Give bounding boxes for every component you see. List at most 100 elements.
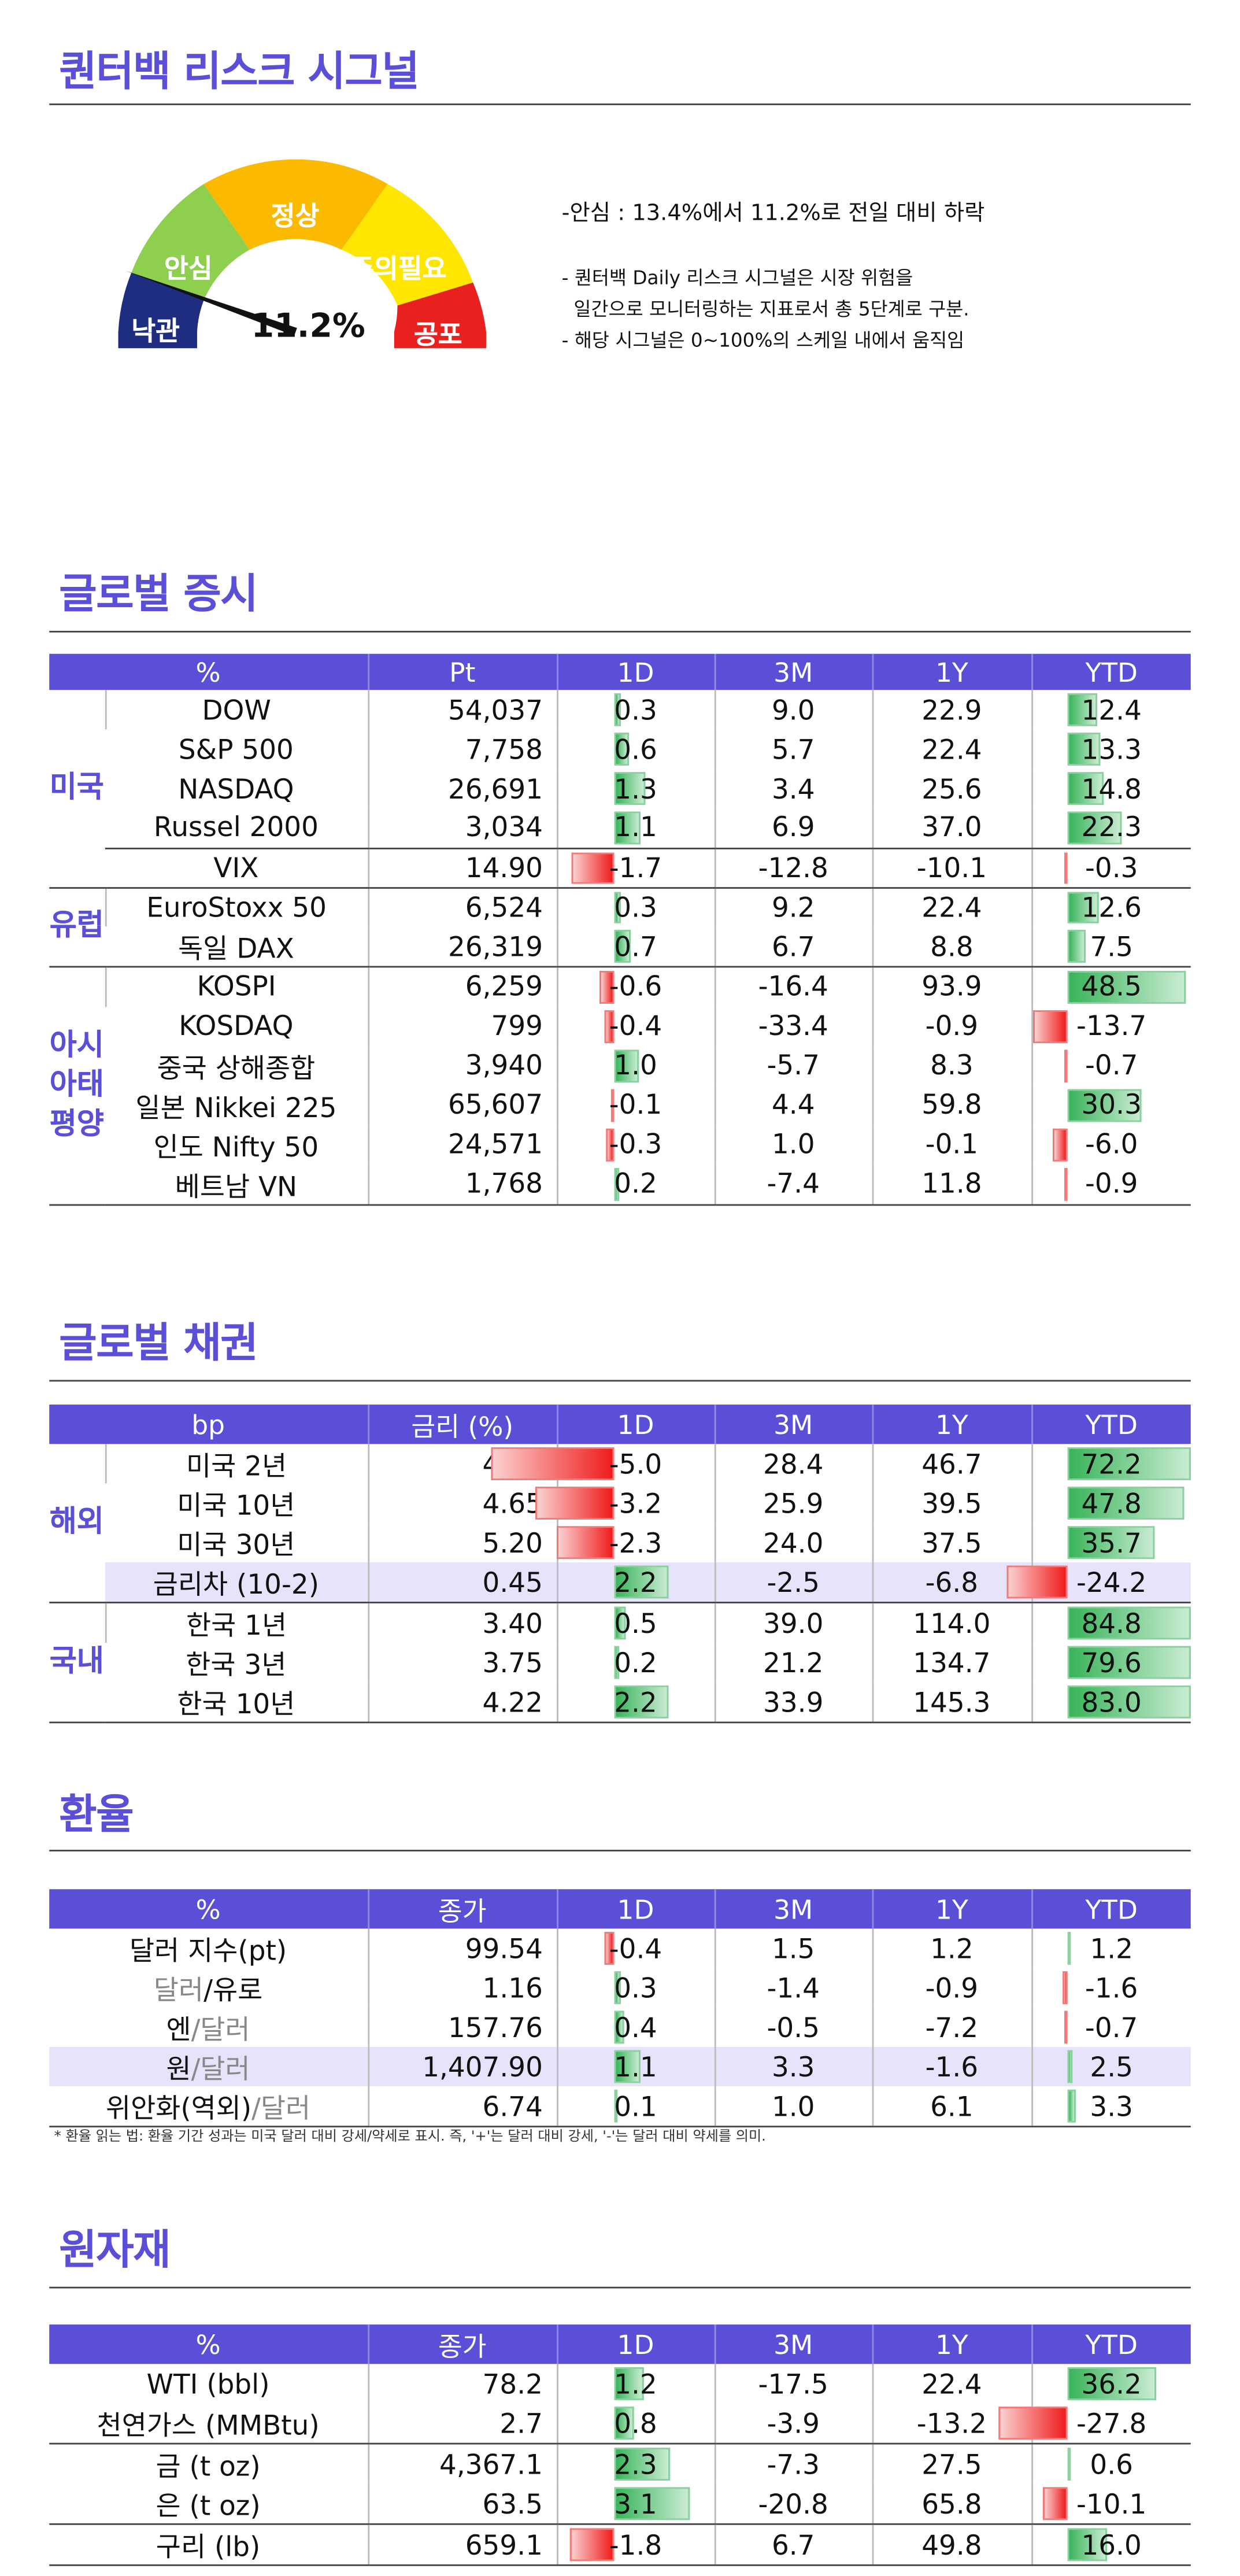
- bar-cell: 0.2: [556, 1643, 715, 1683]
- bar-value: 1.2: [1090, 1932, 1133, 1964]
- gauge-value: 11.2%: [251, 305, 365, 345]
- m3-cell: 6.7: [713, 926, 872, 968]
- level-cell: 4.22: [367, 1682, 557, 1724]
- m3-cell: -1.4: [713, 1968, 872, 2008]
- value-bar: [613, 772, 646, 805]
- table-row: 천연가스 (MMBtu) 2.7 0.8 -3.9 -13.2 -27.8: [49, 2403, 1191, 2445]
- value-bar: [604, 1932, 614, 1965]
- table-row: 미국 DOW 54,037 0.3 9.0 22.9 12.4: [49, 690, 1191, 888]
- row-name: 미국 2년: [104, 1444, 368, 1484]
- commodity-table: % 종가 1D 3M 1Y YTD WTI (bbl) 78.2 1.2 -17.5 22.4 36.…: [49, 2324, 1191, 2566]
- bar-cell: -0.7: [1030, 1045, 1191, 1085]
- m3-cell: -5.7: [713, 1045, 872, 1085]
- bar-cell: 0.3: [556, 690, 715, 730]
- bar-value: 0.2: [614, 1167, 657, 1199]
- table-row: 원/달러 1,407.90 1.1 3.3 -1.6 2.5: [49, 2046, 1191, 2087]
- value-bar: [1067, 930, 1086, 963]
- group-label: 유럽: [49, 887, 105, 968]
- bar-value: 12.4: [1081, 694, 1142, 726]
- column-header: YTD: [1030, 1889, 1191, 1929]
- column-header: 1Y: [871, 653, 1032, 690]
- currency-quote: /달러: [191, 2053, 250, 2085]
- equity-rule: [49, 630, 1191, 633]
- column-header: Pt: [367, 653, 557, 690]
- gauge-label-fear: 공포: [413, 319, 462, 350]
- risk-note: - 해당 시그널은 0~100%의 스케일 내에서 움직임: [561, 328, 965, 352]
- value-bar: [604, 1009, 614, 1043]
- bar-cell: 47.8: [1030, 1483, 1191, 1523]
- table-row: 한국 10년 4.22 2.2 33.9 145.3 83.0: [49, 1682, 1191, 1724]
- bar-cell: 1.2: [556, 2364, 715, 2404]
- row-name: 엔/달러: [49, 2008, 368, 2047]
- bar-value: 2.3: [614, 2448, 657, 2480]
- row-name: 베트남 VN: [105, 1163, 368, 1205]
- m3-cell: 39.0: [713, 1602, 872, 1643]
- column-header: 1Y: [871, 2324, 1032, 2364]
- value-bar: [1067, 1606, 1190, 1640]
- column-header: 금리 (%): [367, 1405, 557, 1444]
- m3-cell: -12.8: [713, 847, 872, 888]
- y1-cell: 25.6: [871, 768, 1032, 808]
- m3-cell: -16.4: [713, 966, 872, 1007]
- value-bar: [613, 1049, 639, 1082]
- bar-cell: 48.5: [1030, 966, 1191, 1007]
- bar-value: -3.2: [609, 1487, 662, 1519]
- y1-cell: 65.8: [871, 2483, 1032, 2525]
- value-bar: [613, 811, 641, 844]
- risk-gauge: [118, 159, 486, 349]
- y1-cell: -7.2: [871, 2007, 1032, 2047]
- level-cell: 7,758: [367, 729, 557, 769]
- bar-cell: -0.4: [556, 1006, 715, 1046]
- row-name: NASDAQ: [178, 773, 294, 804]
- level-cell: 4,367.1: [367, 2444, 557, 2484]
- value-bar: [569, 2528, 614, 2562]
- value-bar: [1007, 1565, 1067, 1599]
- bar-value: 72.2: [1081, 1448, 1142, 1480]
- level-cell: 3.75: [367, 1643, 557, 1683]
- column-header: 3M: [713, 1405, 872, 1444]
- value-bar: [1064, 1049, 1067, 1082]
- fx-title: 환율: [59, 1790, 134, 1839]
- row-name: 원/달러: [49, 2046, 368, 2087]
- value-bar: [1067, 891, 1098, 923]
- bar-value: 0.2: [614, 1647, 657, 1679]
- bar-cell: 0.8: [556, 2403, 715, 2445]
- column-header: 종가: [367, 2324, 557, 2364]
- bar-cell: -0.3: [1030, 847, 1191, 888]
- row-name: 은 (t oz): [49, 2483, 368, 2525]
- y1-cell: 22.4: [871, 729, 1032, 769]
- bar-value: -1.6: [1084, 1972, 1138, 2004]
- value-bar: [1067, 2528, 1107, 2562]
- value-bar: [610, 1088, 614, 1122]
- gauge-label-caution: 주의필요: [350, 253, 447, 284]
- m3-cell: 33.9: [713, 1682, 872, 1724]
- value-bar: [1067, 733, 1100, 766]
- gauge-segment-relief: [131, 184, 250, 301]
- risk-note: - 퀀터백 Daily 리스크 시그널은 시장 위험을: [561, 266, 913, 290]
- value-bar: [613, 1646, 619, 1679]
- bar-value: 0.7: [614, 930, 657, 962]
- bar-value: -0.9: [1084, 1167, 1138, 1199]
- y1-cell: 145.3: [871, 1682, 1032, 1724]
- currency-base: 달러 지수(pt): [129, 1935, 287, 1967]
- row-name: DOW: [104, 690, 368, 730]
- bar-cell: -10.1: [1030, 2483, 1191, 2525]
- bar-cell: -0.9: [1030, 1163, 1191, 1205]
- bar-cell: 12.6: [1030, 887, 1191, 927]
- m3-cell: -20.8: [713, 2483, 872, 2525]
- value-bar: [613, 2407, 634, 2440]
- column-header: 1D: [556, 1405, 715, 1444]
- value-bar: [613, 2010, 624, 2044]
- row-name: 금리차 (10-2): [105, 1562, 368, 1603]
- bar-cell: 1.0: [556, 1045, 715, 1085]
- bar-value: -0.1: [609, 1089, 662, 1121]
- value-bar: [1067, 772, 1104, 805]
- value-bar: [1064, 852, 1067, 884]
- gauge-needle: [125, 271, 297, 336]
- column-header: 1D: [556, 653, 715, 690]
- y1-cell: 39.5: [871, 1483, 1032, 1523]
- value-bar: [1064, 1167, 1067, 1200]
- bar-cell: 0.1: [556, 2086, 715, 2128]
